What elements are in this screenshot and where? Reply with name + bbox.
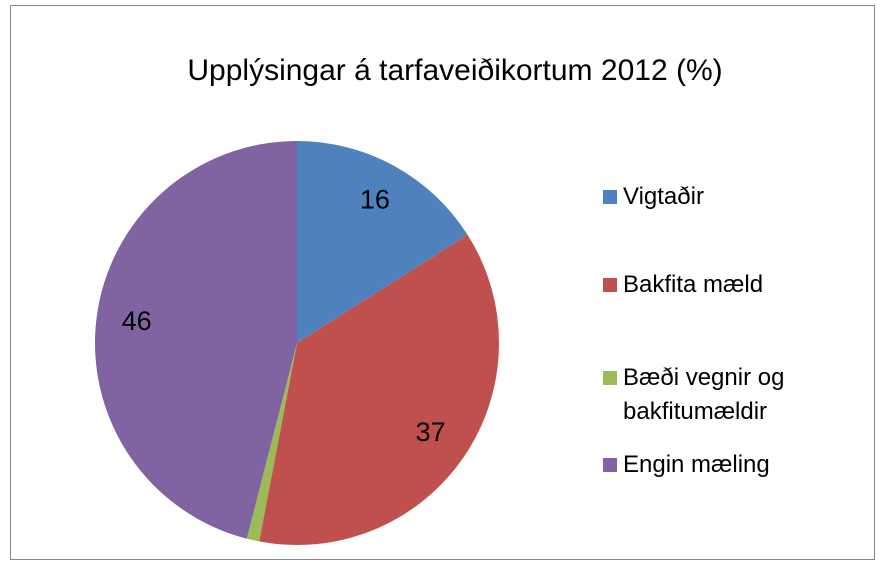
pie-slice xyxy=(246,343,297,542)
chart-title: Upplýsingar á tarfaveiðikortum 2012 (%) xyxy=(187,54,722,87)
pie-slice xyxy=(94,141,297,539)
legend-label: Bæði vegnir og bakfitumældir xyxy=(623,364,785,425)
legend-swatch xyxy=(603,371,617,385)
data-label: 37 xyxy=(416,417,446,447)
legend-entry: Engin mæling xyxy=(603,448,843,482)
legend-label: Engin mæling xyxy=(623,451,770,478)
legend-entry: Bakfita mæld xyxy=(603,268,843,302)
data-label: 16 xyxy=(360,185,390,215)
legend-entry: Vigtaðir xyxy=(603,180,843,214)
pie-slice xyxy=(297,141,468,343)
data-label: 46 xyxy=(122,306,152,336)
legend-swatch xyxy=(603,278,617,292)
legend-label: Bakfita mæld xyxy=(623,271,764,298)
legend-entry: Bæði vegnir og bakfitumældir xyxy=(603,361,843,429)
legend-swatch xyxy=(603,190,617,204)
legend-label: Vigtaðir xyxy=(623,183,704,210)
pie-slice xyxy=(259,234,499,545)
legend-swatch xyxy=(603,458,617,472)
